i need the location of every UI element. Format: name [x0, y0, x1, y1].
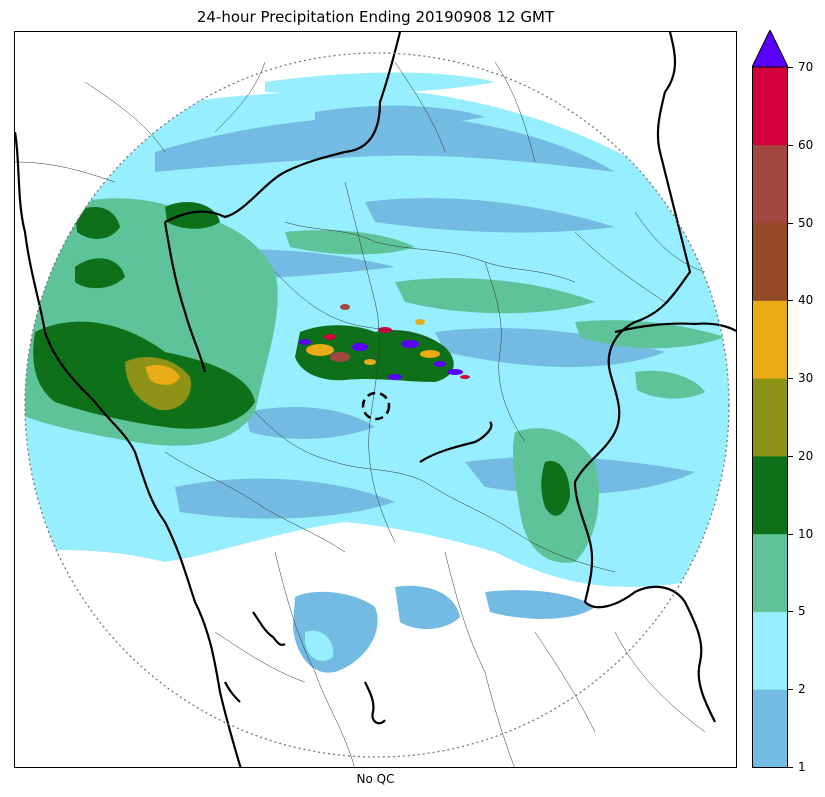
colorbar-tick-label: 30: [798, 371, 814, 386]
colorbar-segment: [752, 144, 788, 224]
colorbar-tick-mark: [788, 222, 793, 224]
radar-site-marker: [361, 391, 391, 421]
colorbar-tick-mark: [788, 689, 793, 691]
colorbar-tick-label: 1: [798, 760, 806, 774]
colorbar-tick-mark: [788, 144, 793, 146]
colorbar-tick-mark: [788, 767, 793, 768]
colorbar-tick-label: 60: [798, 137, 814, 152]
colorbar-segment: [752, 222, 788, 301]
colorbar-segment: [752, 378, 788, 457]
map-xlabel: No QC: [356, 772, 395, 786]
colorbar-tick-label: 50: [798, 215, 814, 230]
colorbar-segment: [752, 455, 788, 535]
precipitation-field: [25, 53, 729, 757]
colorbar-tick-mark: [788, 67, 793, 68]
colorbar-segment: [752, 533, 788, 612]
colorbar-segment: [752, 67, 788, 146]
colorbar-tick-mark: [788, 455, 793, 457]
colorbar-tick-label: 5: [798, 604, 806, 619]
state-boundaries: [15, 32, 736, 767]
colorbar: [751, 28, 789, 768]
radar-range-ring: [24, 52, 730, 758]
district-boundaries: [15, 61, 706, 767]
colorbar-tick-mark: [788, 300, 793, 302]
colorbar-extend-triangle: [751, 28, 789, 68]
colorbar-segment: [752, 611, 788, 690]
colorbar-tick-mark: [788, 533, 793, 535]
colorbar-tick-label: 20: [798, 448, 814, 463]
colorbar-tick-label: 2: [798, 682, 806, 697]
colorbar-tick-mark: [788, 378, 793, 380]
colorbar-segment: [752, 300, 788, 379]
colorbar-tick-mark: [788, 611, 793, 613]
colorbar-segment: [752, 689, 788, 768]
colorbar-tick-label: 40: [798, 293, 814, 308]
convective-cluster: [295, 304, 470, 382]
colorbar-tick-label: 10: [798, 526, 814, 541]
radar-map-canvas: [15, 32, 736, 767]
map-title: 24-hour Precipitation Ending 20190908 12…: [196, 8, 555, 26]
radar-map: [14, 31, 737, 768]
colorbar-tick-label: 70: [798, 60, 814, 74]
colorbar-canvas: [751, 28, 789, 768]
